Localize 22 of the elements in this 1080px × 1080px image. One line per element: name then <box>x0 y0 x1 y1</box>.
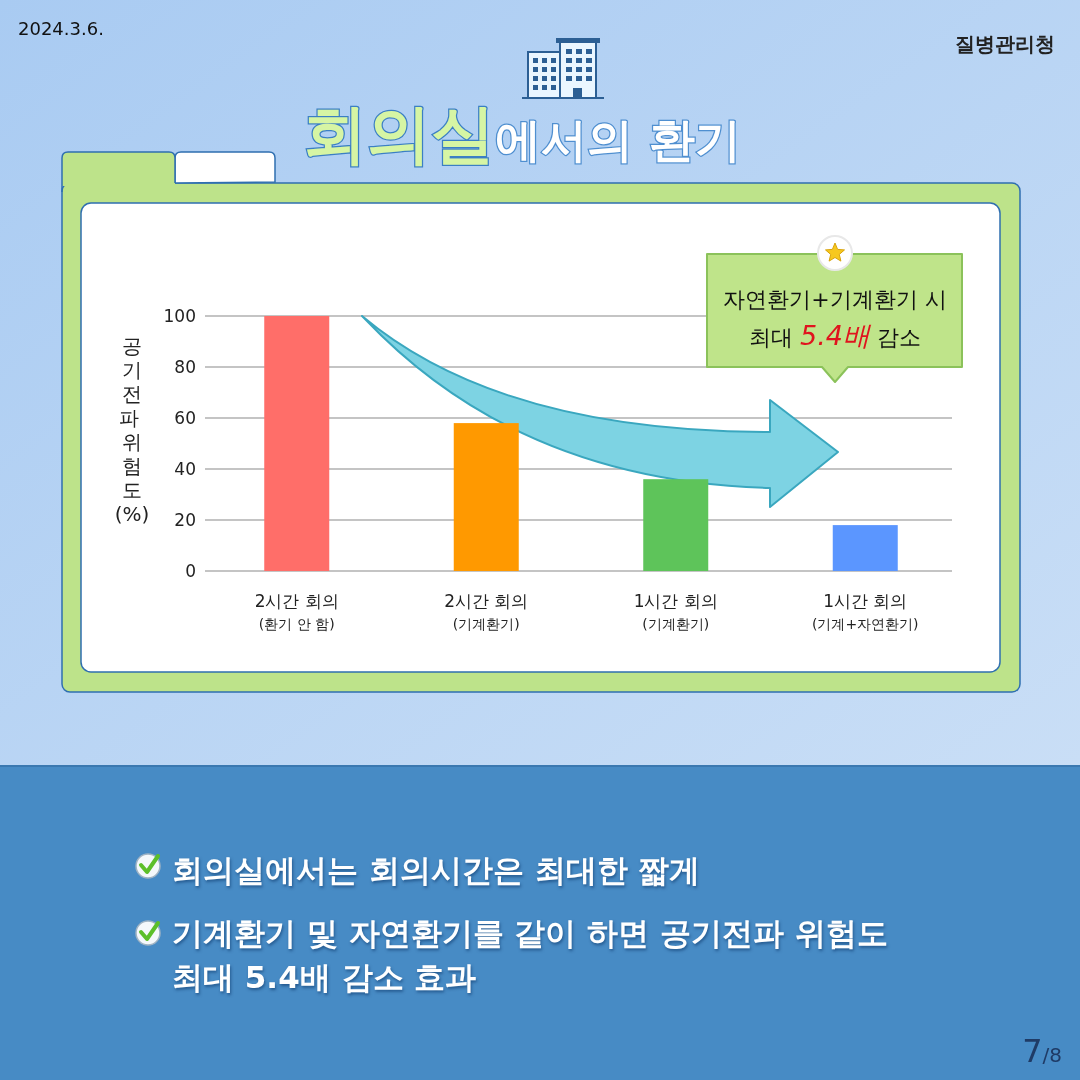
text: 기계환기 및 자연환기를 같이 하면 공기전파 위험도 최대 5.4배 감소 효과 <box>172 914 889 997</box>
x-tick-label: 2시간 회의 (기계환기) <box>444 591 529 632</box>
bar <box>643 479 709 571</box>
bar <box>264 316 330 571</box>
text: 질병관리청 <box>955 32 1055 56</box>
bar <box>832 525 898 571</box>
y-tick-label: 40 <box>174 459 196 479</box>
y-tick-label: 100 <box>163 306 196 326</box>
y-tick-label: 0 <box>185 561 196 581</box>
x-tick-label: 2시간 회의 (환기 안 함) <box>254 591 339 632</box>
bar <box>453 423 519 571</box>
text: 7/8 <box>1022 1032 1062 1070</box>
annotation: 자연환기+기계환기 시 최대 5.4배 감소 <box>723 287 947 351</box>
x-tick-label: 1시간 회의 (기계+자연환기) <box>811 591 919 632</box>
y-tick-label: 80 <box>174 357 196 377</box>
y-axis-title: 공기전파 위험도(%) <box>114 334 150 526</box>
y-tick-label: 60 <box>174 408 196 428</box>
y-tick-label: 20 <box>174 510 196 530</box>
x-tick-label: 1시간 회의 (기계환기) <box>633 591 718 632</box>
text: 회의실에서는 회의시간은 최대한 짧게 <box>172 851 702 890</box>
text: 2024.3.6. <box>18 18 104 39</box>
chart-title: 회의실에서의 환기 <box>303 97 742 171</box>
